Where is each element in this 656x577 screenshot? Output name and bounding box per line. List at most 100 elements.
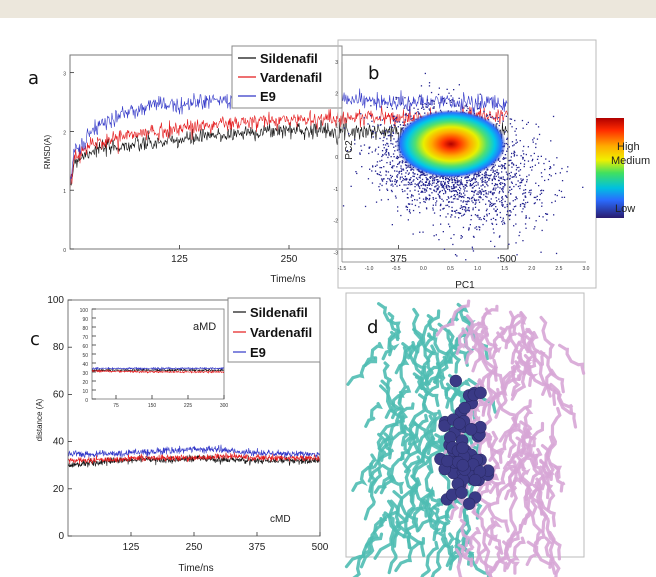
scatter-point: [409, 179, 411, 181]
scatter-point: [342, 205, 345, 207]
scatter-point: [393, 146, 395, 148]
scatter-point: [407, 164, 409, 166]
scatter-point: [460, 193, 462, 195]
scatter-point: [486, 208, 488, 210]
scatter-point: [515, 176, 517, 178]
scatter-point: [433, 106, 435, 108]
scatter-point: [514, 130, 516, 132]
scatter-point: [420, 191, 422, 193]
scatter-point: [412, 180, 414, 182]
scatter-point: [502, 186, 504, 188]
y-tick-label: 2: [335, 92, 338, 98]
density-core: [396, 110, 506, 178]
scatter-point: [485, 175, 487, 177]
scatter-point: [471, 179, 473, 182]
scatter-point: [511, 162, 513, 165]
x-tick-label: 125: [171, 254, 188, 265]
scatter-point: [425, 198, 427, 200]
scatter-point: [530, 189, 532, 191]
scatter-point: [550, 167, 552, 169]
scatter-point: [409, 182, 411, 184]
scatter-point: [539, 199, 541, 201]
scatter-point: [495, 210, 497, 212]
helix-segment: [363, 342, 384, 368]
scatter-point: [496, 184, 499, 186]
scatter-point: [471, 200, 473, 202]
scatter-point: [449, 179, 451, 181]
scatter-point: [501, 200, 503, 202]
scatter-point: [471, 187, 474, 189]
scatter-point: [480, 178, 482, 180]
scatter-point: [391, 108, 394, 110]
scatter-point: [421, 190, 423, 193]
scatter-point: [508, 164, 510, 166]
scatter-point: [391, 126, 394, 129]
helix-segment: [471, 345, 505, 390]
scatter-point: [428, 82, 431, 84]
y-tick-label: 1: [335, 123, 338, 129]
scatter-point: [582, 186, 584, 188]
scatter-point: [435, 182, 438, 185]
scatter-point: [385, 183, 387, 185]
scatter-point: [465, 259, 467, 261]
scatter-point: [519, 231, 521, 233]
scatter-point: [372, 136, 374, 138]
scatter-point: [489, 205, 491, 207]
helix-segment: [367, 453, 378, 493]
scatter-point: [481, 188, 483, 190]
scatter-point: [521, 202, 524, 205]
y-tick-label: 100: [80, 308, 89, 314]
scatter-point: [396, 157, 398, 159]
scatter-point: [548, 160, 550, 162]
scatter-point: [391, 165, 394, 167]
scatter-point: [461, 182, 463, 184]
scatter-point: [419, 212, 421, 214]
y-tick-label: 30: [82, 371, 88, 377]
scatter-point: [394, 124, 396, 126]
scatter-point: [398, 121, 401, 123]
scatter-point: [432, 180, 434, 182]
scatter-point: [388, 154, 390, 156]
scatter-point: [457, 212, 459, 214]
scatter-point: [404, 97, 406, 99]
scatter-point: [526, 181, 528, 183]
helix-segment: [540, 511, 562, 561]
scatter-point: [441, 186, 443, 188]
scatter-point: [537, 126, 540, 128]
scatter-point: [457, 198, 459, 200]
scatter-point: [418, 186, 420, 188]
scatter-point: [504, 183, 506, 186]
top-banner: [0, 0, 656, 18]
scatter-point: [457, 179, 459, 181]
scatter-point: [494, 245, 496, 248]
scatter-point: [462, 185, 465, 188]
scatter-point: [438, 195, 440, 197]
scatter-point: [463, 206, 465, 208]
scatter-point: [496, 213, 498, 216]
scatter-point: [409, 178, 411, 181]
scatter-point: [371, 182, 374, 184]
scatter-point: [486, 181, 488, 183]
scatter-point: [453, 187, 456, 189]
y-tick-label: 1: [63, 189, 66, 195]
scatter-point: [523, 199, 525, 201]
scatter-point: [517, 180, 519, 182]
scatter-point: [397, 163, 399, 165]
scatter-point: [420, 184, 422, 187]
scatter-point: [526, 175, 528, 178]
scatter-point: [504, 179, 506, 181]
scatter-point: [472, 207, 474, 209]
scatter-point: [451, 186, 453, 188]
y-tick-label: 3: [63, 72, 66, 78]
scatter-point: [425, 199, 427, 201]
scatter-point: [385, 144, 387, 146]
helix-segment: [492, 532, 520, 572]
scatter-point: [499, 177, 501, 179]
scatter-point: [389, 163, 391, 165]
x-tick-label: 1.0: [474, 266, 481, 272]
scatter-point: [484, 175, 486, 177]
scatter-point: [476, 173, 479, 176]
legend-item-vardenafil: Vardenafil: [250, 325, 312, 340]
scatter-point: [498, 117, 500, 119]
scatter-point: [522, 150, 524, 152]
